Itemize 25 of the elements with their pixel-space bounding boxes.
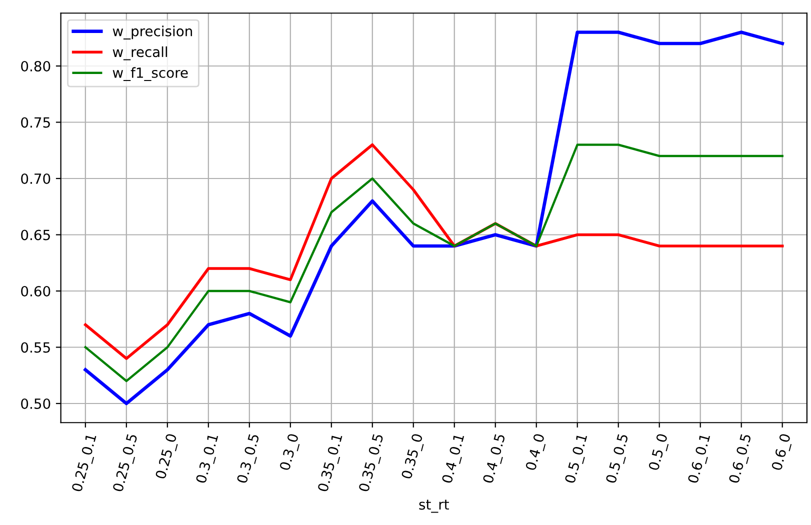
x-tick-label: 0.5_0 bbox=[648, 433, 671, 472]
y-tick-label: 0.75 bbox=[21, 117, 50, 128]
y-tick-label: 0.80 bbox=[21, 60, 50, 72]
x-tick-label: 0.25_0 bbox=[155, 433, 180, 480]
x-tick-label: 0.3_0 bbox=[279, 433, 302, 472]
x-tick-label: 0.6_0.1 bbox=[687, 434, 714, 484]
y-tick-label: 0.60 bbox=[21, 286, 50, 296]
x-tick-label: 0.4_0.1 bbox=[441, 434, 468, 484]
x-tick-label: 0.5_0.1 bbox=[564, 434, 590, 484]
legend-label: w_recall bbox=[112, 46, 168, 60]
y-tick-label: 0.50 bbox=[21, 398, 50, 409]
legend-label: w_f1_score bbox=[112, 67, 188, 81]
y-tick-label: 0.65 bbox=[21, 230, 50, 240]
y-tick-label: 0.55 bbox=[21, 342, 50, 353]
x-axis-title: st_rt bbox=[419, 500, 449, 513]
x-tick-label: 0.6_0.5 bbox=[728, 434, 754, 484]
y-tick-label: 0.70 bbox=[21, 173, 50, 184]
x-tick-label: 0.4_0 bbox=[525, 433, 548, 472]
x-tick-label: 0.4_0.5 bbox=[482, 434, 508, 484]
x-tick-label: 0.5_0.5 bbox=[605, 434, 632, 484]
x-tick-label: 0.3_0.1 bbox=[195, 434, 222, 484]
x-tick-label: 0.6_0 bbox=[771, 433, 794, 472]
legend-label: w_precision bbox=[112, 26, 192, 40]
x-tick-label: 0.35_0 bbox=[401, 433, 426, 480]
x-tick-label: 0.3_0.5 bbox=[236, 434, 262, 484]
